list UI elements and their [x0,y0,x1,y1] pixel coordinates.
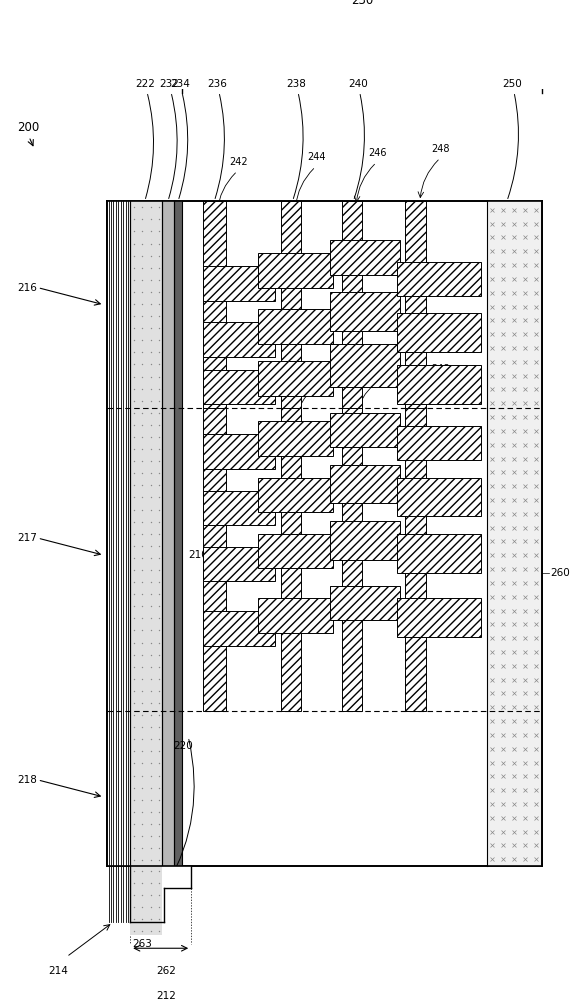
Bar [281,201,301,408]
Bar [258,598,333,633]
Text: 260: 260 [550,568,570,578]
Bar [330,521,400,560]
Text: 242: 242 [229,157,247,167]
Text: 222: 222 [135,79,154,199]
Text: 263: 263 [132,939,152,949]
Bar [258,253,333,288]
Bar [397,426,481,460]
Text: 210: 210 [188,550,208,560]
Text: 262: 262 [157,966,177,976]
Bar [202,408,226,711]
Bar [487,201,542,866]
Bar [162,201,174,866]
Bar [258,421,333,456]
Bar [397,598,481,637]
Text: 218: 218 [18,775,37,785]
Bar [330,413,400,447]
Bar [258,361,333,396]
Bar [174,201,183,866]
Bar [405,201,426,408]
Text: 248: 248 [432,364,450,374]
Bar [130,201,162,866]
Bar [202,491,275,525]
Bar [202,611,275,646]
Bar [258,478,333,512]
Text: 230: 230 [351,0,373,7]
Bar [397,313,481,352]
Text: 248: 248 [432,144,450,154]
Text: 236: 236 [207,79,227,199]
Text: 246: 246 [368,368,386,378]
Text: 244: 244 [307,152,325,162]
Text: 242: 242 [229,377,247,387]
Bar [130,866,191,935]
Bar [130,866,162,935]
Text: 200: 200 [18,121,40,134]
Bar [397,534,481,573]
Text: 234: 234 [170,79,190,199]
Text: 246: 246 [368,148,386,158]
Text: 238: 238 [286,79,306,199]
Bar [330,344,400,387]
Bar [330,586,400,620]
Text: 220: 220 [174,741,194,751]
Bar [397,365,481,404]
Text: 214: 214 [48,966,68,976]
Text: 212: 212 [157,991,177,1000]
Bar [342,201,362,408]
Text: 217: 217 [18,533,37,543]
Bar [330,240,400,275]
Bar [281,408,301,711]
Bar [202,370,275,404]
Bar [330,292,400,331]
Bar [202,434,275,469]
Bar [107,201,130,866]
Bar [107,201,542,866]
Bar [258,309,333,344]
Bar [330,465,400,503]
Text: 240: 240 [348,79,367,199]
Bar [397,478,481,516]
Bar [202,547,275,581]
Bar [405,408,426,711]
Bar [342,408,362,711]
Text: 244: 244 [307,373,325,383]
Bar [202,266,275,301]
Bar [202,201,226,408]
Bar [202,322,275,357]
Text: 216: 216 [18,283,37,293]
Text: 232: 232 [159,79,179,199]
Bar [258,534,333,568]
Text: 250: 250 [503,79,522,199]
Bar [397,262,481,296]
